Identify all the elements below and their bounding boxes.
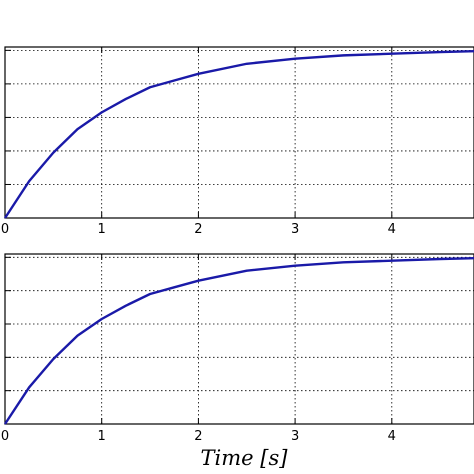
x-tick-label: 3	[291, 429, 299, 444]
x-tick-label: 2	[194, 222, 202, 237]
top-plot-panel: 0 1 2 3 4	[1, 46, 474, 237]
x-axis-title: Time [s]	[201, 446, 289, 470]
x-tick-label: 1	[98, 222, 106, 237]
x-tick-label: 0	[1, 429, 9, 444]
x-tick-label: 0	[1, 222, 9, 237]
series-line	[3, 256, 474, 425]
x-tick-label: 4	[388, 429, 396, 444]
x-tick-label: 2	[194, 429, 202, 444]
series-line	[3, 49, 474, 219]
x-tick-label: 3	[291, 222, 299, 237]
plot-frame	[4, 46, 474, 219]
x-tick-label: 4	[388, 222, 396, 237]
x-tick-label: 1	[98, 429, 106, 444]
plot-frame	[4, 253, 474, 425]
bottom-plot-panel: 0 1 2 3 4	[1, 253, 474, 444]
